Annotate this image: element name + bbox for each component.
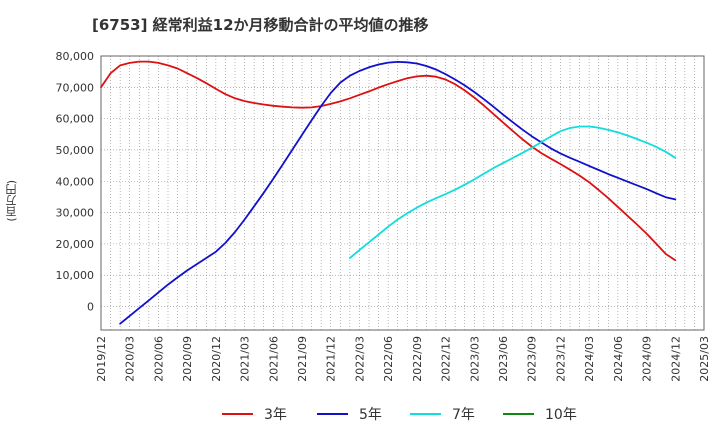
- x-tick-label: 2022/06: [382, 336, 395, 382]
- y-tick-label: 20,000: [56, 238, 95, 251]
- series-line: [349, 125, 677, 259]
- x-tick-label: 2025/03: [698, 336, 711, 382]
- x-tick-label: 2020/06: [152, 336, 165, 382]
- series-line: [119, 61, 677, 325]
- legend-label: 10年: [545, 407, 577, 423]
- x-tick-label: 2023/03: [468, 336, 481, 382]
- x-tick-label: 2020/09: [181, 336, 194, 382]
- x-tick-label: 2021/06: [267, 336, 280, 382]
- x-tick-label: 2022/09: [411, 336, 424, 382]
- x-tick-label: 2023/06: [497, 336, 510, 382]
- legend-label: 7年: [452, 407, 475, 423]
- axes: 0 10,000 20,000 30,000 40,000 50,000 60,000 70,…: [56, 50, 712, 382]
- x-tick-label: 2019/12: [95, 336, 108, 382]
- x-tick-label: 2020/03: [124, 336, 137, 382]
- y-tick-label: 40,000: [56, 175, 95, 188]
- x-tick-label: 2024/03: [583, 336, 596, 382]
- x-tick-label: 2021/03: [239, 336, 252, 382]
- x-tick-label: 2022/12: [440, 336, 453, 382]
- x-tick-label: 2024/06: [612, 336, 625, 382]
- y-tick-label: 0: [87, 301, 94, 314]
- x-tick-label: 2023/09: [526, 336, 539, 382]
- y-tick-label: 50,000: [56, 144, 95, 157]
- x-tick-label: 2023/12: [554, 336, 567, 382]
- x-tick-label: 2021/12: [325, 336, 338, 382]
- legend-label: 3年: [264, 407, 287, 423]
- x-tick-label: 2024/09: [641, 336, 654, 382]
- y-tick-label: 80,000: [56, 50, 95, 63]
- x-tick-label: 2024/12: [669, 336, 682, 382]
- chart-title: [6753] 経常利益12か月移動合計の平均値の推移: [92, 16, 429, 34]
- x-tick-label: 2022/03: [353, 336, 366, 382]
- y-tick-label: 30,000: [56, 207, 95, 220]
- series-lines: [100, 60, 677, 325]
- y-tick-label: 10,000: [56, 269, 95, 282]
- x-tick-label: 2020/12: [210, 336, 223, 382]
- plot-frame: [100, 55, 705, 331]
- series-line: [100, 60, 677, 262]
- x-tick-label: 2021/09: [296, 336, 309, 382]
- gridlines: [100, 55, 705, 330]
- legend: 3年 5年 7年 10年: [222, 407, 577, 423]
- y-tick-label: 70,000: [56, 81, 95, 94]
- y-tick-label: 60,000: [56, 113, 95, 126]
- legend-label: 5年: [359, 407, 382, 423]
